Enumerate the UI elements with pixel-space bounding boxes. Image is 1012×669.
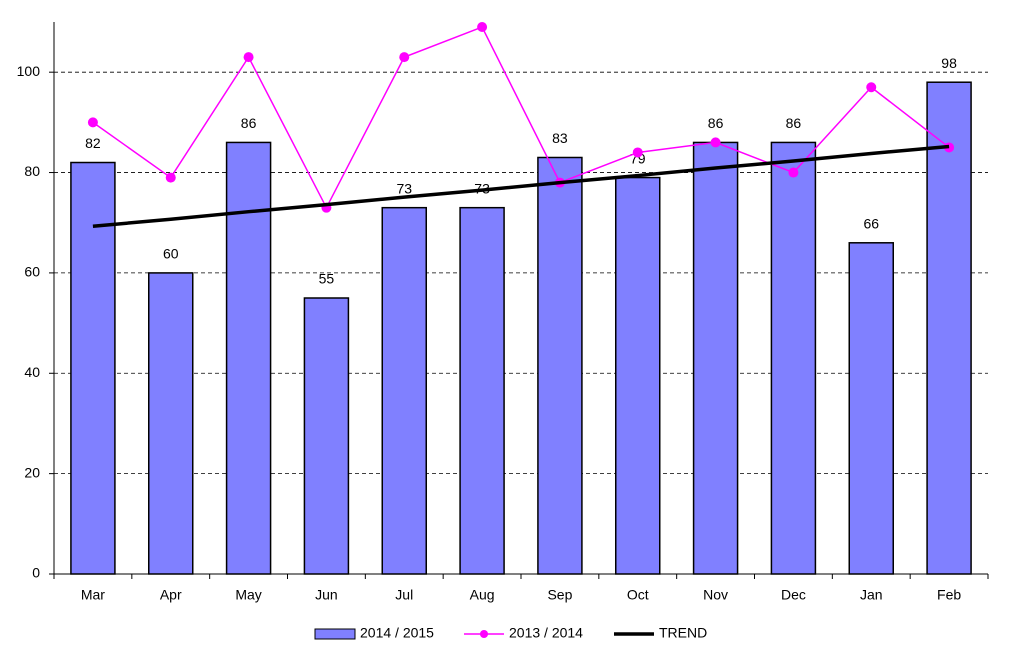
y-tick-label: 100 bbox=[17, 63, 41, 79]
x-tick-label: Oct bbox=[627, 587, 649, 603]
data-label: 86 bbox=[708, 115, 724, 131]
legend-label: TREND bbox=[659, 625, 707, 641]
x-tick-label: Aug bbox=[470, 587, 495, 603]
bar bbox=[692, 141, 739, 575]
bar bbox=[537, 156, 583, 575]
data-label: 86 bbox=[786, 115, 802, 131]
bar bbox=[770, 141, 817, 575]
bar bbox=[225, 141, 272, 575]
y-tick-label: 40 bbox=[24, 364, 40, 380]
marker bbox=[477, 22, 488, 33]
line bbox=[92, 26, 950, 210]
x-tick-label: Jul bbox=[395, 587, 413, 603]
y-tick-label: 60 bbox=[24, 264, 40, 280]
data-label: 66 bbox=[863, 216, 879, 232]
trend-line bbox=[92, 144, 950, 228]
marker bbox=[788, 167, 799, 178]
y-tick-label: 20 bbox=[24, 464, 40, 480]
marker bbox=[399, 52, 410, 63]
bar bbox=[926, 81, 972, 575]
x-tick-label: Nov bbox=[703, 587, 728, 603]
x-tick-label: Feb bbox=[937, 587, 961, 603]
legend-label: 2014 / 2015 bbox=[360, 625, 434, 641]
x-tick-label: May bbox=[235, 587, 261, 603]
x-tick-label: Jan bbox=[860, 587, 883, 603]
marker bbox=[87, 117, 98, 128]
y-tick-label: 0 bbox=[32, 565, 40, 581]
data-label: 73 bbox=[396, 180, 412, 196]
data-label: 82 bbox=[85, 135, 101, 151]
data-label: 86 bbox=[241, 115, 257, 131]
marker bbox=[243, 52, 254, 63]
y-tick-label: 80 bbox=[24, 163, 40, 179]
data-label: 60 bbox=[163, 246, 179, 262]
bar bbox=[848, 242, 894, 575]
x-tick-label: Apr bbox=[160, 587, 182, 603]
marker bbox=[632, 147, 643, 158]
marker bbox=[710, 137, 721, 148]
x-tick-label: Dec bbox=[781, 587, 806, 603]
bar bbox=[381, 206, 427, 575]
bar bbox=[303, 297, 350, 575]
legend-label: 2013 / 2014 bbox=[509, 625, 583, 641]
x-tick-label: Sep bbox=[547, 587, 572, 603]
bar bbox=[615, 176, 661, 575]
marker bbox=[165, 172, 176, 183]
legend-marker bbox=[480, 630, 488, 638]
marker bbox=[866, 82, 877, 93]
bar bbox=[70, 161, 116, 575]
bar bbox=[459, 206, 505, 575]
x-tick-label: Jun bbox=[315, 587, 338, 603]
data-label: 98 bbox=[941, 55, 957, 71]
x-tick-label: Mar bbox=[81, 587, 105, 603]
bar bbox=[148, 272, 194, 575]
data-label: 83 bbox=[552, 130, 568, 146]
legend-swatch bbox=[314, 628, 356, 640]
data-label: 55 bbox=[319, 271, 335, 287]
